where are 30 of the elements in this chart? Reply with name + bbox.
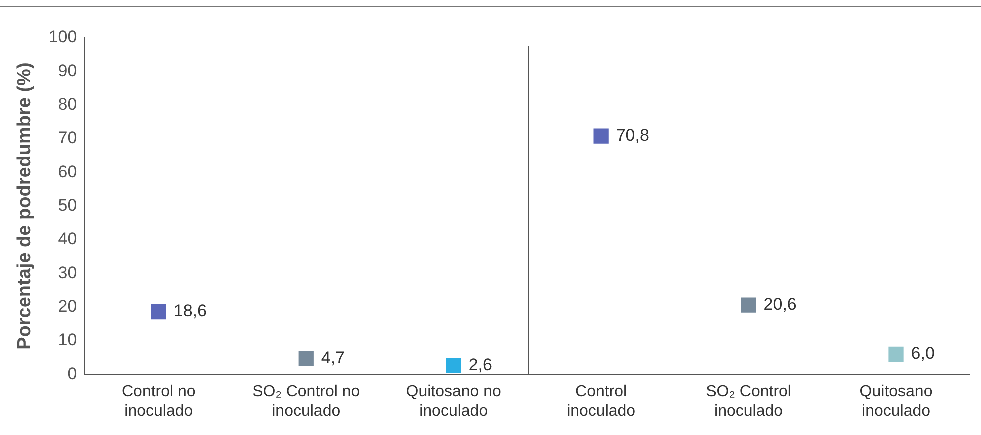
y-tick-label: 10 (58, 330, 78, 350)
x-tick-label: Quitosano inoculado (860, 384, 933, 420)
y-tick-label: 40 (58, 230, 78, 249)
x-tick-label: SO₂ Control inoculado (706, 384, 792, 420)
point (298, 351, 314, 366)
y-tick-label: 50 (58, 196, 78, 215)
data-label: 4,7 (321, 348, 346, 368)
point (594, 128, 609, 144)
point (151, 304, 166, 320)
x-tick-label: Control inoculado (567, 384, 636, 420)
y-tick-label: 30 (58, 263, 78, 282)
y-axis-title: Porcentaje de podredumbre (%) (14, 62, 36, 350)
y-tick-label: 60 (58, 162, 78, 182)
y-tick-label: 20 (58, 296, 78, 316)
y-tick-label: 70 (58, 128, 78, 148)
point (446, 358, 462, 374)
y-tick-label: 80 (58, 95, 78, 114)
y-tick-label: 100 (48, 28, 78, 47)
data-label: 20,6 (764, 294, 797, 314)
point (888, 346, 904, 362)
y-tick-label: 0 (68, 364, 78, 384)
x-tick-label: Quitosano no inoculado (406, 384, 502, 420)
x-tick-label: Control no inoculado (122, 384, 196, 420)
data-label: 6,0 (911, 344, 935, 364)
x-tick-label: SO₂ Control no inoculado (252, 384, 360, 420)
data-label: 70,8 (616, 126, 650, 145)
y-tick-label: 90 (58, 61, 78, 80)
data-label: 2,6 (468, 356, 492, 375)
data-label: 18,6 (174, 302, 207, 321)
point (741, 298, 756, 313)
